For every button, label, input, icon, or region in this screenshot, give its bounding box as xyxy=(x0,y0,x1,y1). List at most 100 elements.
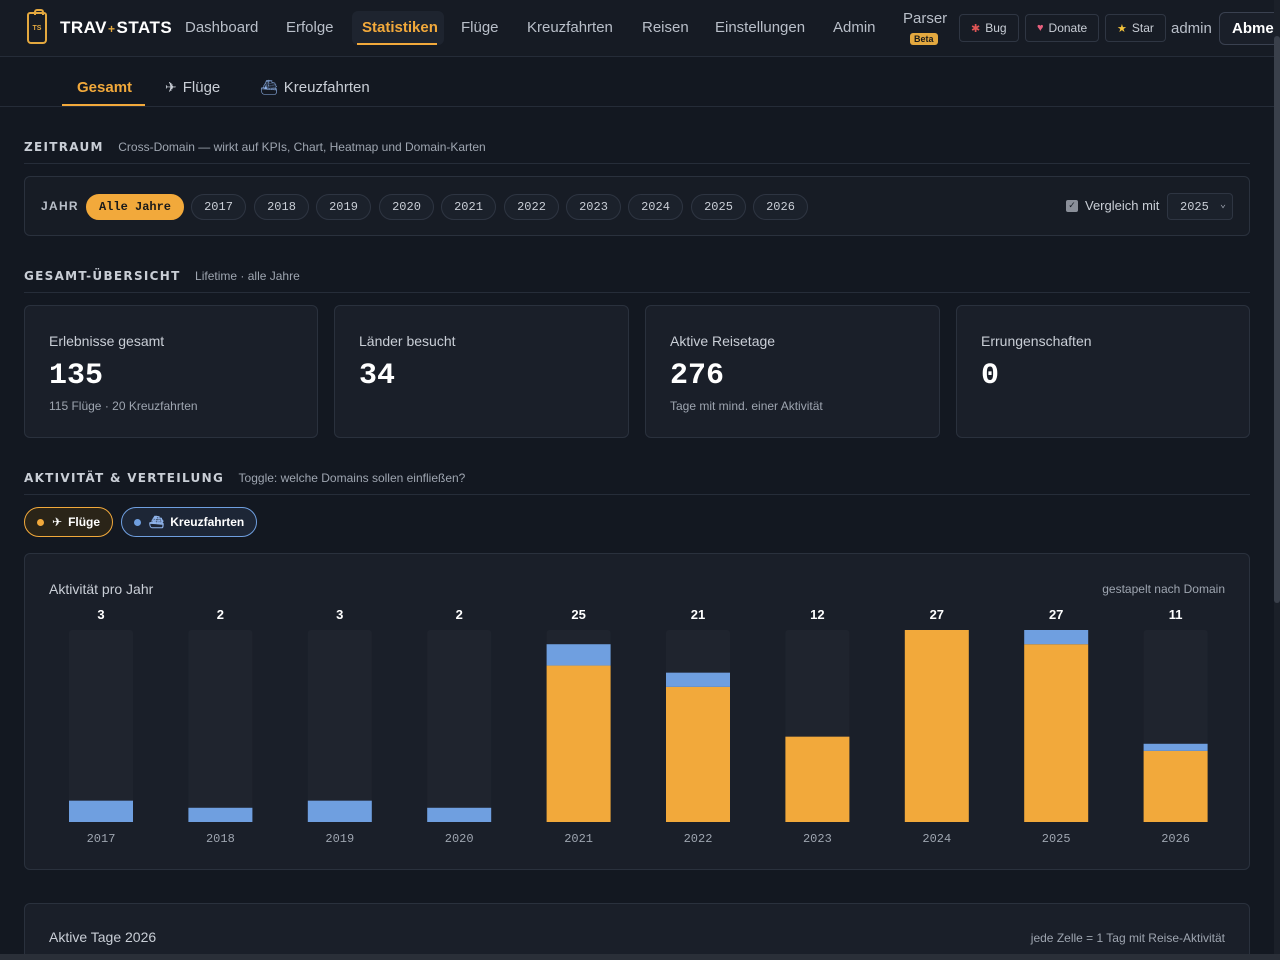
section-subtitle: Cross-Domain — wirkt auf KPIs, Chart, He… xyxy=(118,140,486,154)
nav-erfolge[interactable]: Erfolge xyxy=(286,19,334,36)
toggle-label: Kreuzfahrten xyxy=(170,515,245,529)
toggle-label: Flüge xyxy=(68,515,101,529)
bar-total-label: 3 xyxy=(336,607,343,622)
x-tick-label: 2026 xyxy=(1161,832,1190,846)
kpi-card-countries: Länder besucht 34 xyxy=(334,305,629,438)
nav-einstellungen[interactable]: Einstellungen xyxy=(715,19,806,36)
tab-kreuzfahrten-label: Kreuzfahrten xyxy=(283,79,370,96)
toggle-fluege[interactable]: ✈ Flüge xyxy=(24,507,114,537)
nav-parser[interactable]: Parser xyxy=(903,10,948,27)
chip-year[interactable]: 2018 xyxy=(254,194,309,220)
star-button[interactable]: ★ Star xyxy=(1105,14,1166,42)
nav-active-underline xyxy=(357,43,437,45)
year-filter-panel: JAHR Alle Jahre 2017 2018 2019 2020 2021… xyxy=(24,176,1250,236)
chip-year[interactable]: 2024 xyxy=(628,194,683,220)
bar-total-label: 11 xyxy=(1169,607,1183,622)
section-subtitle: Lifetime · alle Jahre xyxy=(195,269,300,283)
kpi-detail: 115 Flüge · 20 Kreuzfahrten xyxy=(49,399,198,413)
compare-toggle[interactable]: ✓ Vergleich mit xyxy=(1066,198,1159,213)
bar-segment xyxy=(546,644,611,666)
heatmap-card: Aktive Tage 2026 jede Zelle = 1 Tag mit … xyxy=(24,903,1250,960)
chip-year[interactable]: 2021 xyxy=(441,194,496,220)
activity-bar-chart: 3 2017 2 2018 3 2019 2 2020 25 2021 21 2022 12 2023 27… xyxy=(69,607,1208,846)
bar-total-label: 2 xyxy=(456,607,463,622)
nav-kreuzfahrten[interactable]: Kreuzfahrten xyxy=(527,19,613,36)
bar-segment xyxy=(427,807,492,822)
subtab-active-underline xyxy=(62,104,145,106)
star-icon: ★ xyxy=(1117,22,1127,35)
ship-icon: ⛴ xyxy=(260,79,278,95)
section-heading: ZEITRAUM xyxy=(24,140,104,154)
nav-admin[interactable]: Admin xyxy=(833,19,876,36)
tab-fluege[interactable]: ✈ Flüge xyxy=(165,79,220,96)
year-label: JAHR xyxy=(41,199,79,213)
legend-dot xyxy=(134,518,141,526)
brand-name-left: TRAV xyxy=(60,18,108,37)
compare-label: Vergleich mit xyxy=(1085,198,1160,213)
donate-label: Donate xyxy=(1048,21,1088,35)
brand-logo[interactable]: TS TRAV+STATS xyxy=(27,9,172,44)
bar-segment xyxy=(1024,644,1089,822)
kpi-value: 135 xyxy=(49,359,104,393)
luggage-tag-icon: TS xyxy=(27,9,47,44)
section-heading: AKTIVITÄT & VERTEILUNG xyxy=(24,471,225,485)
kpi-card-experiences: Erlebnisse gesamt 135 115 Flüge · 20 Kre… xyxy=(24,305,318,438)
top-navbar: TS TRAV+STATS Dashboard Erfolge Statisti… xyxy=(0,0,1280,57)
chip-year[interactable]: 2026 xyxy=(753,194,808,220)
section-subtitle: Toggle: welche Domains sollen einfließen… xyxy=(238,471,466,485)
bug-label: Bug xyxy=(985,21,1007,35)
section-zeitraum: ZEITRAUM Cross-Domain — wirkt auf KPIs, … xyxy=(24,138,1250,164)
bar-track xyxy=(427,630,492,822)
scrollbar-thumb[interactable] xyxy=(1274,36,1280,603)
x-tick-label: 2021 xyxy=(564,832,593,846)
toggle-kreuzfahrten[interactable]: ⛴ Kreuzfahrten xyxy=(121,507,258,537)
nav-fluege[interactable]: Flüge xyxy=(461,19,499,36)
x-tick-label: 2017 xyxy=(87,832,116,846)
tab-gesamt[interactable]: Gesamt xyxy=(77,79,133,96)
chart-note: gestapelt nach Domain xyxy=(1102,582,1225,596)
vertical-scrollbar[interactable] xyxy=(1274,0,1280,954)
bar-segment xyxy=(1024,630,1089,645)
tab-kreuzfahrten[interactable]: ⛴ Kreuzfahrten xyxy=(260,79,370,96)
nav-dashboard[interactable]: Dashboard xyxy=(185,19,259,36)
chip-year[interactable]: 2019 xyxy=(316,194,371,220)
chip-year[interactable]: 2023 xyxy=(566,194,621,220)
chip-year[interactable]: 2020 xyxy=(379,194,434,220)
brand-name-right: STATS xyxy=(116,18,173,37)
kpi-value: 34 xyxy=(359,359,396,393)
x-tick-label: 2018 xyxy=(206,832,235,846)
compare-year-select[interactable]: 2025 ⌄ xyxy=(1167,193,1233,220)
chip-all-years[interactable]: Alle Jahre xyxy=(86,194,184,220)
x-tick-label: 2024 xyxy=(922,832,951,846)
bar-segment xyxy=(1143,743,1208,751)
chip-year[interactable]: 2017 xyxy=(191,194,246,220)
chip-year[interactable]: 2025 xyxy=(691,194,746,220)
chip-year[interactable]: 2022 xyxy=(504,194,559,220)
bar-segment xyxy=(69,800,133,822)
legend-dot xyxy=(37,518,44,526)
compare-checkbox[interactable]: ✓ xyxy=(1066,199,1078,212)
nav-statistiken[interactable]: Statistiken xyxy=(362,19,438,36)
kpi-value: 276 xyxy=(670,359,725,393)
bar-total-label: 2 xyxy=(217,607,224,622)
brand-name: TRAV+STATS xyxy=(60,18,172,38)
kpi-title: Aktive Reisetage xyxy=(670,333,776,349)
section-overview: GESAMT-ÜBERSICHT Lifetime · alle Jahre xyxy=(24,267,1250,293)
bar-segment xyxy=(1143,750,1208,822)
user-name[interactable]: admin xyxy=(1171,20,1212,37)
kpi-title: Errungenschaften xyxy=(981,333,1092,349)
x-tick-label: 2022 xyxy=(684,832,713,846)
logout-button[interactable]: Abmelden xyxy=(1219,12,1280,45)
donate-button[interactable]: ♥ Donate xyxy=(1025,14,1100,42)
bar-segment xyxy=(666,672,730,687)
horizontal-scrollbar[interactable] xyxy=(0,954,1280,960)
bar-segment xyxy=(188,807,253,822)
nav-reisen[interactable]: Reisen xyxy=(642,19,689,36)
bug-button[interactable]: ✱ Bug xyxy=(959,14,1019,42)
x-tick-label: 2025 xyxy=(1042,832,1071,846)
compare-year-value: 2025 xyxy=(1180,199,1209,214)
kpi-title: Länder besucht xyxy=(359,333,456,349)
bar-segment xyxy=(666,686,730,822)
bar-segment xyxy=(904,630,969,822)
heart-icon: ♥ xyxy=(1037,22,1044,34)
